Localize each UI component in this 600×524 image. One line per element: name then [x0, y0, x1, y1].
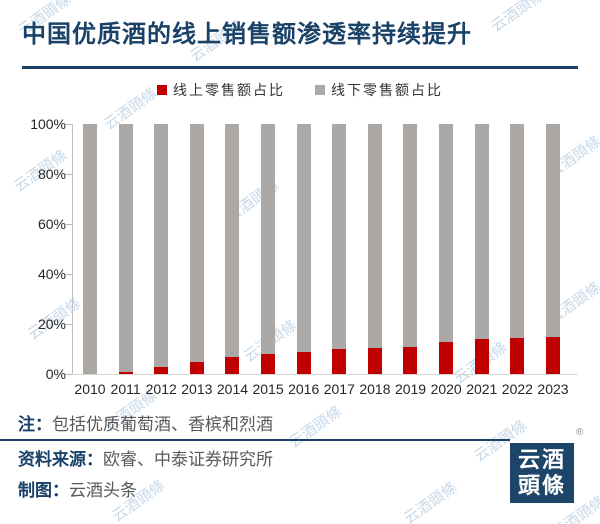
- y-tick-label: 0%: [45, 366, 66, 382]
- segment-offline-2013: [189, 124, 204, 362]
- x-tick-label-2023: 2023: [537, 381, 569, 397]
- x-tick-label-2011: 2011: [110, 381, 141, 397]
- bar-2022: [510, 124, 525, 374]
- brand-logo: 云酒 頭條: [510, 443, 574, 503]
- segment-online-2021: [474, 339, 489, 374]
- y-tick-mark: [66, 274, 72, 275]
- segment-online-2011: [118, 371, 133, 374]
- x-tick-label-2013: 2013: [181, 381, 213, 397]
- segment-offline-2012: [154, 124, 169, 367]
- bar-2021: [474, 124, 489, 374]
- y-tick-label: 100%: [30, 116, 66, 132]
- logo-text-line1: 云酒: [517, 447, 566, 473]
- x-tick-label-2015: 2015: [252, 381, 284, 397]
- legend-item-offline: 线下零售额占比: [315, 80, 443, 100]
- y-tick-mark: [66, 374, 72, 375]
- y-axis-line: [72, 124, 73, 374]
- registered-trademark-icon: ®: [576, 427, 584, 438]
- bar-2013: [189, 124, 204, 374]
- bar-2023: [545, 124, 560, 374]
- y-tick-label: 60%: [37, 216, 66, 232]
- segment-offline-2010: [83, 124, 97, 374]
- segment-online-2015: [261, 354, 276, 374]
- y-tick-label: 80%: [37, 166, 66, 182]
- page-title: 中国优质酒的线上销售额渗透率持续提升: [22, 21, 472, 48]
- bar-2018: [367, 124, 382, 374]
- segment-offline-2020: [439, 124, 454, 342]
- x-axis-line: [72, 373, 578, 375]
- note-text: 包括优质葡萄酒、香槟和烈酒: [52, 415, 273, 434]
- segment-offline-2011: [118, 124, 133, 372]
- segment-offline-2015: [261, 124, 276, 354]
- y-tick-label: 40%: [37, 266, 66, 282]
- x-tick-label-2012: 2012: [145, 381, 177, 397]
- bar-2012: [154, 124, 169, 374]
- x-tick-label-2016: 2016: [288, 381, 320, 397]
- segment-online-2018: [367, 347, 382, 374]
- source-label: 资料来源：: [18, 450, 103, 469]
- x-tick-label-2020: 2020: [430, 381, 462, 397]
- segment-offline-2018: [367, 124, 382, 348]
- footer-divider: [0, 439, 510, 441]
- y-tick-mark: [66, 124, 72, 125]
- bar-2014: [225, 124, 240, 374]
- logo-text-line2: 頭條: [517, 473, 566, 499]
- watermark: 云酒頭條: [400, 478, 461, 524]
- stacked-bar-chart: 0% 20% 40% 60% 80% 100% 2010 2011 2012 2013 2014 2…: [30, 116, 578, 397]
- chart-legend: 线上零售额占比 线下零售额占比: [0, 80, 600, 100]
- source-text: 欧睿、中泰证券研究所: [103, 450, 273, 469]
- segment-online-2023: [545, 336, 560, 374]
- segment-offline-2016: [296, 124, 311, 352]
- x-tick-label-2017: 2017: [323, 381, 355, 397]
- legend-label: 线下零售额占比: [331, 82, 443, 98]
- y-tick-mark: [66, 174, 72, 175]
- segment-offline-2014: [225, 124, 240, 357]
- credit-line: 制图：云酒头条: [18, 476, 137, 501]
- bar-2019: [403, 124, 418, 374]
- watermark: 云酒頭條: [285, 402, 346, 452]
- bar-2011: [118, 124, 133, 374]
- x-tick-label-2010: 2010: [74, 381, 106, 397]
- legend-swatch-icon: [157, 85, 167, 95]
- segment-offline-2019: [403, 124, 418, 347]
- x-tick-label-2019: 2019: [394, 381, 427, 397]
- segment-online-2017: [332, 349, 347, 374]
- x-tick-label-2021: 2021: [466, 381, 498, 397]
- segment-offline-2017: [332, 124, 347, 349]
- y-tick-mark: [66, 324, 72, 325]
- bar-2015: [261, 124, 276, 374]
- y-tick-mark: [66, 224, 72, 225]
- segment-online-2014: [225, 356, 240, 374]
- x-tick-label-2018: 2018: [359, 381, 391, 397]
- segment-online-2022: [510, 337, 525, 374]
- bar-2017: [332, 124, 347, 374]
- title-divider: [22, 66, 578, 69]
- x-tick-label-2014: 2014: [216, 381, 249, 397]
- y-tick-label: 20%: [37, 316, 66, 332]
- source-line: 资料来源：欧睿、中泰证券研究所: [18, 445, 273, 470]
- credit-label: 制图：: [18, 481, 69, 500]
- legend-label: 线上零售额占比: [173, 82, 285, 98]
- credit-text: 云酒头条: [69, 481, 137, 500]
- note-label: 注：: [18, 415, 52, 434]
- segment-online-2020: [439, 341, 454, 374]
- legend-item-online: 线上零售额占比: [157, 80, 285, 100]
- segment-online-2016: [296, 351, 311, 374]
- bar-2016: [296, 124, 311, 374]
- bar-2020: [439, 124, 454, 374]
- segment-offline-2022: [510, 124, 525, 338]
- x-tick-label-2022: 2022: [501, 381, 533, 397]
- segment-online-2019: [403, 346, 418, 374]
- segment-offline-2021: [474, 124, 489, 339]
- legend-swatch-icon: [315, 85, 325, 95]
- segment-offline-2023: [545, 124, 560, 337]
- segment-online-2012: [154, 366, 169, 374]
- bar-2010: [83, 124, 97, 374]
- note-line: 注：包括优质葡萄酒、香槟和烈酒: [18, 410, 273, 435]
- bars-area: [83, 124, 560, 374]
- segment-online-2013: [189, 361, 204, 374]
